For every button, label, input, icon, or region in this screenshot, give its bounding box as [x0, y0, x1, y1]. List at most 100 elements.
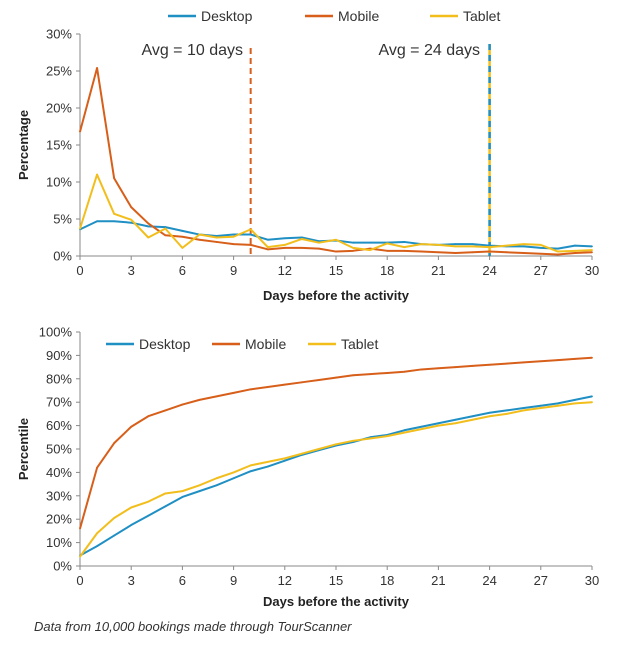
chart1-desktop-point	[403, 241, 406, 243]
chart2-tablet-point	[130, 506, 133, 509]
chart1-tablet-point	[318, 241, 320, 244]
chart2-series-mobile-line	[79, 356, 593, 529]
chart2-mobile-point	[539, 360, 542, 363]
chart1-desktop-point	[539, 246, 542, 249]
chart1-mobile-point	[130, 206, 133, 209]
chart1-x-tick-label: 30	[585, 263, 599, 278]
chart2-mobile-point	[113, 442, 116, 445]
chart1-tablet-point	[113, 212, 116, 215]
chart1-tablet-point	[300, 238, 303, 240]
chart2-mobile-point	[437, 367, 440, 370]
chart1-desktop-point	[249, 233, 252, 236]
chart1-mobile-point	[539, 252, 542, 255]
chart1-y-tick-label: 20%	[46, 101, 72, 116]
chart1-legend-label-tablet: Tablet	[463, 8, 500, 24]
chart1-mobile-point	[300, 246, 303, 249]
chart1-tablet-point	[352, 246, 354, 249]
chart2-x-tick-label: 27	[534, 573, 548, 588]
chart2-mobile-point	[164, 409, 167, 412]
chart2-mobile-point	[505, 362, 508, 365]
chart1-tablet-point	[454, 245, 457, 248]
chart2-desktop-point	[454, 418, 457, 421]
chart1-desktop-point	[181, 229, 184, 232]
chart2-mobile-point	[198, 398, 201, 401]
chart1-tablet-point	[79, 227, 81, 230]
chart2-desktop-point	[283, 459, 286, 462]
chart1-mobile-point	[164, 234, 167, 237]
chart2-mobile-point	[471, 365, 474, 367]
chart1-x-tick-label: 6	[179, 263, 186, 278]
chart1-tablet-point	[488, 246, 491, 249]
chart2-tablet-point	[232, 471, 235, 474]
chart1-tablet-point	[403, 246, 406, 249]
chart1-desktop-point	[232, 233, 235, 236]
chart1-mobile-point	[113, 177, 116, 180]
chart1-x-tick-label: 15	[329, 263, 343, 278]
chart1-tablet-point	[266, 246, 269, 249]
chart1-tablet-point	[369, 249, 372, 251]
chart1-tablet-point	[181, 246, 184, 249]
chart1-mobile-point	[352, 249, 354, 252]
data-source-caption: Data from 10,000 bookings made through T…	[34, 619, 352, 634]
chart2-tablet-point	[96, 532, 98, 535]
chart1-tablet-point	[283, 244, 286, 246]
chart2-x-tick-label: 15	[329, 573, 343, 588]
chart2-mobile-point	[283, 383, 286, 386]
chart1-y-tick-label: 5%	[53, 212, 72, 227]
chart2-tablet-point	[437, 424, 440, 427]
chart1-x-tick-label: 21	[431, 263, 445, 278]
chart2-x-tick-label: 21	[431, 573, 445, 588]
chart2-series-desktop-line	[79, 395, 593, 557]
chart2-mobile-point	[574, 358, 576, 360]
chart2-x-tick-label: 12	[278, 573, 292, 588]
chart2-tablet-point	[403, 431, 406, 434]
chart2-mobile-point	[352, 374, 354, 377]
chart2-y-tick-label: 60%	[46, 418, 72, 433]
chart1-x-tick-label: 0	[76, 263, 83, 278]
chart2-mobile-point	[522, 361, 525, 364]
chart1-tablet-point	[249, 228, 252, 231]
chart2-desktop-point	[266, 465, 269, 468]
chart1-desktop-point	[266, 238, 269, 241]
chart1-y-tick-label: 30%	[46, 27, 72, 42]
chart1-desktop-point	[300, 236, 303, 239]
chart2-y-tick-label: 40%	[46, 465, 72, 480]
chart1-desktop-point	[471, 243, 474, 246]
chart2-desktop-point	[539, 404, 542, 407]
chart1-mobile-point	[522, 252, 525, 254]
chart2-mobile-point	[454, 366, 457, 368]
chart1-tablet-point	[335, 238, 337, 241]
chart1-tablet-point	[198, 233, 201, 236]
chart1-mobile-point	[591, 251, 593, 254]
chart2-y-tick-label: 10%	[46, 535, 72, 550]
chart1-tablet-point	[386, 242, 389, 245]
chart2-tablet-point	[318, 448, 320, 450]
chart1-mobile-point	[318, 247, 320, 250]
chart2-mobile-point	[403, 370, 406, 373]
chart2-mobile-point	[266, 386, 269, 388]
chart2-desktop-point	[505, 409, 508, 412]
chart1-tablet-point	[147, 236, 150, 239]
chart1-tablet-point	[96, 173, 98, 176]
chart1-tablet-point	[556, 250, 559, 253]
chart2-desktop-point	[420, 425, 423, 428]
chart2-desktop-point	[215, 484, 218, 487]
chart1-mobile-point	[488, 250, 491, 253]
chart2-tablet-point	[488, 415, 491, 418]
chart1-y-tick-label: 25%	[46, 64, 72, 79]
chart1-y-tick-label: 15%	[46, 138, 72, 153]
chart2-mobile-point	[249, 388, 252, 391]
chart1-mobile-point	[181, 235, 184, 238]
chart2-tablet-point	[300, 452, 303, 455]
chart2-mobile-point	[556, 359, 559, 361]
chart1-tablet-point	[505, 244, 508, 247]
chart1-tablet-point	[232, 235, 235, 238]
chart2-desktop-point	[403, 429, 406, 432]
chart2-tablet-point	[113, 517, 116, 519]
chart1-mobile-point	[232, 243, 235, 246]
chart2-tablet-point	[386, 435, 389, 438]
chart2-mobile-point	[79, 527, 81, 530]
chart2-mobile-point	[96, 466, 98, 469]
chart1-desktop-point	[369, 241, 372, 244]
